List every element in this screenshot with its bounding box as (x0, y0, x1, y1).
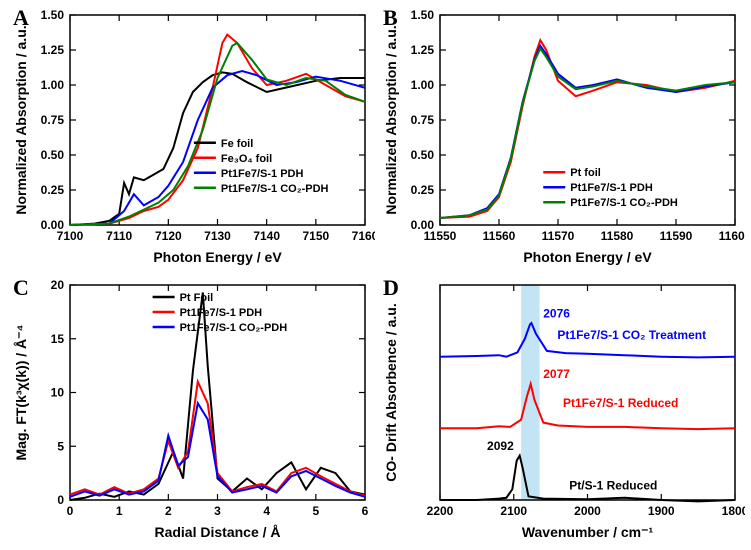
ytick-label: 0.75 (411, 113, 435, 127)
ytick-label: 0.50 (41, 148, 65, 162)
highlight-band (521, 285, 539, 500)
series-line (70, 403, 365, 497)
xtick-label: 7150 (302, 229, 329, 243)
xtick-label: 7120 (155, 229, 182, 243)
xtick-label: 4 (263, 504, 270, 518)
annotation-text: 2076 (543, 306, 570, 320)
xtick-label: 7140 (253, 229, 280, 243)
panel-c: C 0 1 2 3 4 5 6 0 5 10 15 20 Radial Distance / Å Mag. … (10, 275, 375, 545)
panel-d: D 2200 2100 2000 1900 1800 2092 Pt/S-1 Reduced 2… (380, 275, 745, 545)
x-axis-label: Radial Distance / Å (154, 524, 280, 540)
series-line (70, 71, 365, 225)
panel-label-d: D (383, 275, 399, 301)
ytick-label: 1.00 (41, 78, 65, 92)
x-axis-label: Photon Energy / eV (153, 249, 282, 265)
panel-a: A71007110712071307140715071600.000.250.5… (10, 5, 375, 270)
ytick-label: 0.00 (411, 218, 435, 232)
y-axis-label: Normalized Absorption / a.u. (383, 25, 399, 214)
xtick-label: 1 (116, 504, 123, 518)
xtick-label: 2200 (427, 504, 454, 518)
x-axis-label: Wavenumber / cm⁻¹ (522, 524, 654, 540)
annotation-text: 2077 (543, 367, 570, 381)
ytick-label: 1.25 (411, 43, 435, 57)
legend-label: Fe₃O₄ foil (221, 153, 272, 165)
xtick-label: 11600 (719, 229, 745, 243)
ytick-label: 5 (57, 439, 64, 453)
series-line (70, 35, 365, 225)
annotation-text: Pt/S-1 Reduced (569, 478, 657, 492)
ytick-label: 0 (57, 493, 64, 507)
annotation-text: 2092 (487, 439, 514, 453)
series-line (70, 43, 365, 225)
ytick-label: 0.00 (41, 218, 65, 232)
ytick-label: 10 (51, 386, 65, 400)
xtick-label: 5 (312, 504, 319, 518)
annotation-text: Pt1Fe7/S-1 CO₂ Treatment (557, 328, 706, 342)
series-line (70, 72, 365, 225)
y-axis-label: Mag. FT(k³χ(k)) / Å⁻⁴ (13, 324, 29, 460)
annotation-text: Pt1Fe7/S-1 Reduced (563, 396, 678, 410)
legend-label: Pt1Fe7/S-1 PDH (570, 182, 653, 194)
legend-label: Pt Foil (180, 292, 214, 304)
ytick-label: 0.50 (411, 148, 435, 162)
panel-label-a: A (13, 5, 29, 31)
xtick-label: 1900 (648, 504, 675, 518)
panel-label-c: C (13, 275, 29, 301)
xtick-label: 7110 (106, 229, 132, 243)
xtick-label: 2100 (500, 504, 527, 518)
xtick-label: 11590 (660, 229, 693, 243)
xtick-label: 7130 (204, 229, 231, 243)
legend-label: Pt foil (570, 167, 601, 179)
ytick-label: 15 (51, 332, 65, 346)
figure-container: A71007110712071307140715071600.000.250.5… (0, 0, 751, 550)
x-axis-label: Photon Energy / eV (523, 249, 652, 265)
xtick-label: 3 (214, 504, 221, 518)
xtick-label: 11580 (601, 229, 634, 243)
panel-label-b: B (383, 5, 398, 31)
ytick-label: 1.25 (41, 43, 65, 57)
xtick-label: 2 (165, 504, 172, 518)
y-axis-label: CO- Drift Absorbence / a.u. (383, 303, 399, 481)
y-axis-label: Normalized Absorption / a.u. (13, 25, 29, 214)
ytick-label: 20 (51, 278, 65, 292)
ytick-label: 1.50 (41, 8, 65, 22)
ytick-label: 0.25 (411, 183, 435, 197)
xtick-label: 11570 (542, 229, 575, 243)
ytick-label: 0.75 (41, 113, 65, 127)
legend-label: Pt1Fe7/S-1 PDH (221, 168, 304, 180)
xtick-label: 2000 (574, 504, 601, 518)
xtick-label: 11560 (483, 229, 516, 243)
xtick-label: 6 (362, 504, 369, 518)
xtick-label: 7160 (352, 229, 375, 243)
axes-frame (440, 285, 735, 500)
ytick-label: 1.00 (411, 78, 435, 92)
legend-label: Pt1Fe7/S-1 CO₂-PDH (570, 197, 678, 209)
panel-b: B1155011560115701158011590116000.000.250… (380, 5, 745, 270)
legend-label: Pt1Fe7/S-1 CO₂-PDH (221, 183, 329, 195)
xtick-label: 1800 (722, 504, 745, 518)
ytick-label: 0.25 (41, 183, 65, 197)
xtick-label: 0 (67, 504, 74, 518)
ytick-label: 1.50 (411, 8, 435, 22)
legend-label: Pt1Fe7/S-1 PDH (180, 307, 263, 319)
legend-label: Fe foil (221, 138, 253, 150)
legend-label: Pt1Fe7/S-1 CO₂-PDH (180, 322, 288, 334)
